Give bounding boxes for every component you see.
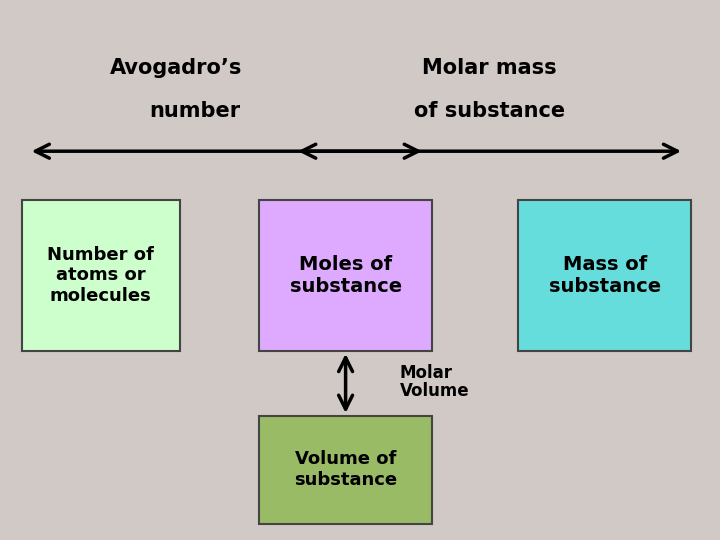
Text: Moles of
substance: Moles of substance <box>289 255 402 296</box>
Text: number: number <box>149 100 240 121</box>
FancyBboxPatch shape <box>259 200 432 351</box>
FancyBboxPatch shape <box>518 200 691 351</box>
Text: Molar mass: Molar mass <box>423 57 557 78</box>
Text: Volume: Volume <box>400 382 469 401</box>
Text: Volume of
substance: Volume of substance <box>294 450 397 489</box>
FancyBboxPatch shape <box>259 416 432 524</box>
FancyBboxPatch shape <box>22 200 180 351</box>
Text: Molar: Molar <box>400 363 453 382</box>
Text: Number of
atoms or
molecules: Number of atoms or molecules <box>48 246 154 305</box>
Text: of substance: of substance <box>414 100 565 121</box>
Text: Mass of
substance: Mass of substance <box>549 255 661 296</box>
Text: Avogadro’s: Avogadro’s <box>110 57 243 78</box>
